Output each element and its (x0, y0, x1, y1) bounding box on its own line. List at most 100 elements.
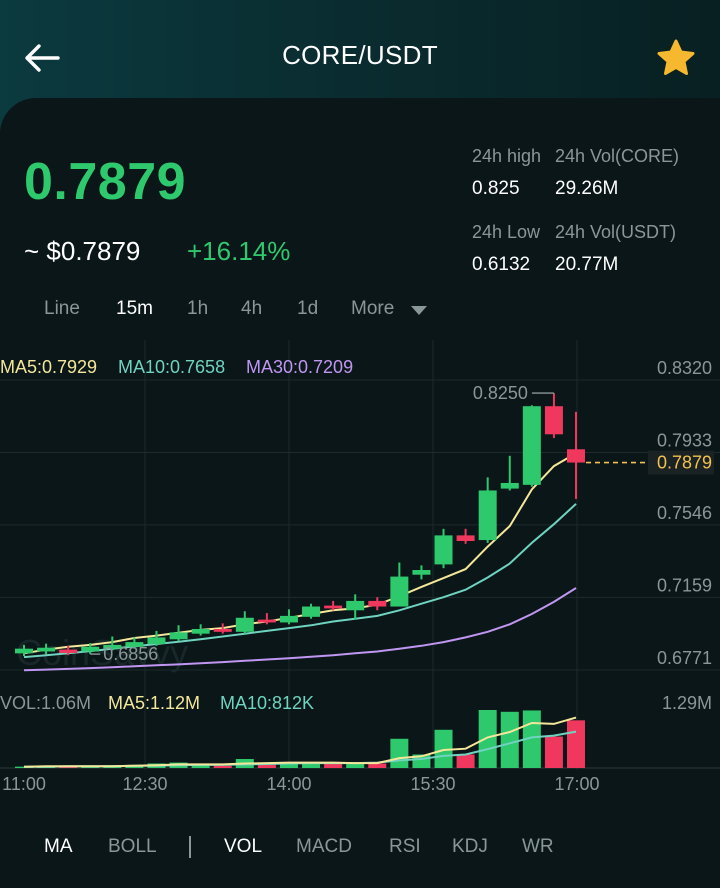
volume-bar (368, 763, 387, 768)
candle-body (456, 535, 475, 542)
price-axis-label: 0.7933 (657, 430, 712, 450)
candle-body (434, 535, 453, 565)
volume-bar (434, 729, 453, 768)
favorite-button[interactable] (654, 36, 698, 80)
vol-usdt-value: 20.77M (555, 254, 619, 275)
candle-body (235, 617, 254, 632)
candle-body (15, 648, 33, 654)
volume-bar (59, 766, 78, 768)
indicator-boll[interactable]: BOLL (108, 836, 157, 857)
candle-body (390, 576, 409, 607)
candle-body (37, 647, 56, 652)
volume-bar (213, 765, 232, 768)
ma30-legend: MA30:0.7209 (246, 357, 353, 377)
star-icon (657, 39, 695, 75)
volume-bar (346, 763, 365, 768)
time-axis-label: 11:00 (2, 774, 46, 794)
vol-usdt-label: 24h Vol(USDT) (555, 222, 677, 242)
candle-body (324, 605, 343, 609)
caret-down-icon[interactable] (410, 305, 428, 317)
candle-body (147, 637, 166, 644)
volume-bar (257, 764, 276, 768)
vol-core-label: 24h Vol(CORE) (555, 146, 680, 166)
chart-annotations: 0.7879 0.8250 0.6856 (90, 383, 714, 664)
volume-bar (324, 763, 343, 768)
candle-body (346, 600, 365, 611)
volume-bars (15, 710, 585, 768)
volume-bar (500, 711, 519, 768)
candle-body (59, 649, 78, 653)
price-axis-label: 0.8320 (657, 358, 712, 378)
candle-body (368, 600, 387, 607)
content-card (0, 98, 720, 888)
candle-body (103, 644, 122, 649)
indicator-ma[interactable]: MA (44, 836, 73, 857)
volume-bar (302, 763, 321, 768)
price-axis-label: 0.6771 (657, 648, 712, 668)
tab-line[interactable]: Line (44, 298, 80, 319)
volume-bar (456, 754, 475, 768)
tab-1d[interactable]: 1d (297, 298, 319, 319)
volume-bar (544, 736, 563, 768)
price-axis-label: 0.7159 (657, 575, 712, 595)
candle-body (478, 490, 497, 541)
low-value: 0.6132 (472, 254, 531, 275)
indicator-divider (189, 836, 191, 858)
candle-body (81, 646, 100, 652)
chart-legend: MA5:0.7929 MA10:0.7658 MA30:0.7209 VOL:1.06… (0, 357, 353, 713)
high-marker-label: 0.8250 (473, 383, 528, 403)
chart-axes: 0.8320 0.7933 0.7546 0.7159 0.6771 1.29M 11:00… (2, 358, 712, 794)
candle-body (500, 482, 519, 489)
candle-body (213, 628, 232, 632)
time-axis-label: 15:30 (410, 774, 455, 794)
ma30-line (23, 587, 577, 672)
time-axis-label: 12:30 (122, 774, 167, 794)
tab-1h[interactable]: 1h (187, 298, 209, 319)
candles (15, 393, 585, 657)
vol-ma10-legend: MA10:812K (220, 693, 314, 713)
indicator-wr[interactable]: WR (522, 836, 554, 857)
candle-body (302, 606, 321, 617)
volume-bar (279, 762, 298, 768)
indicator-vol[interactable]: VOL (224, 836, 263, 857)
ma10-legend: MA10:0.7658 (118, 357, 225, 377)
last-price-label: 0.7879 (657, 453, 712, 473)
candle-body (412, 570, 431, 575)
vol-ma5-line (23, 716, 577, 768)
candle-body (544, 406, 563, 435)
tab-4h[interactable]: 4h (241, 298, 263, 319)
low-label: 24h Low (472, 222, 541, 242)
indicator-rsi[interactable]: RSI (389, 836, 421, 857)
price-axis-label: 0.7546 (657, 503, 712, 523)
candle-body (279, 615, 298, 623)
ma5-line (23, 452, 577, 655)
vol-core-value: 29.26M (555, 178, 619, 199)
tab-more[interactable]: More (351, 298, 395, 319)
time-axis-label: 17:00 (554, 774, 599, 794)
arrow-left-icon (25, 44, 60, 72)
last-price-tag (648, 450, 714, 475)
candle-body (257, 619, 276, 623)
last-price: 0.7879 (24, 153, 187, 211)
tab-15m[interactable]: 15m (116, 298, 153, 319)
back-button[interactable] (22, 40, 62, 76)
time-axis-label: 14:00 (266, 774, 311, 794)
high-value: 0.825 (472, 178, 520, 199)
vol-legend: VOL:1.06M (0, 693, 91, 713)
volume-axis-label: 1.29M (662, 693, 712, 713)
volume-ma-lines (23, 716, 577, 768)
volume-bar (567, 720, 585, 768)
low-marker-label: 0.6856 (103, 644, 158, 664)
volume-bar (478, 710, 497, 768)
price-change-percent: +16.14% (187, 236, 291, 266)
price-usd: ~ $0.7879 (24, 236, 141, 266)
high-label: 24h high (472, 146, 542, 166)
indicator-macd[interactable]: MACD (296, 836, 352, 857)
candle-body (522, 406, 541, 485)
page-title: CORE/USDT (282, 40, 438, 70)
candle-body (169, 632, 188, 640)
indicator-kdj[interactable]: KDJ (452, 836, 488, 857)
vol-ma5-legend: MA5:1.12M (108, 693, 200, 713)
candle-body (567, 449, 585, 463)
